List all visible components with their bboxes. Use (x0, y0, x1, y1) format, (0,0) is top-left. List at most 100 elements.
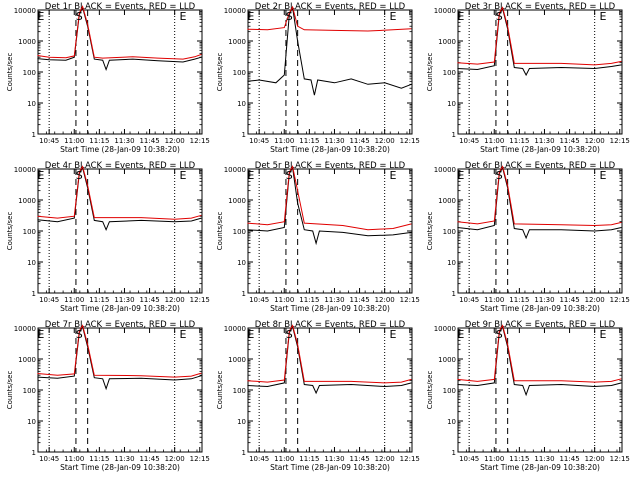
y-axis-label: Counts/sec (216, 371, 224, 410)
series-lld (37, 165, 202, 220)
x-tick-label: 10:45 (249, 137, 269, 145)
detector-panel-8: Det 8r BLACK = Events, RED = LLD 1 10 100 10… (216, 320, 420, 472)
y-axis-label: Counts/sec (216, 212, 224, 251)
y-tick-label: 10000 (224, 325, 246, 333)
x-axis-label: Start Time (28-Jan-09 10:38:20) (480, 145, 600, 154)
x-tick-label: 11:00 (64, 296, 84, 304)
y-tick-label: 1000 (228, 197, 246, 205)
y-tick-label: 1000 (18, 356, 36, 364)
y-tick-label: 1000 (438, 356, 456, 364)
y-tick-label: 100 (233, 228, 246, 236)
panel-title: Det 8r BLACK = Events, RED = LLD (255, 320, 406, 330)
marker-e: E (247, 328, 254, 341)
x-tick-label: 11:15 (89, 455, 109, 463)
plot-frame (247, 327, 413, 453)
y-tick-label: 10000 (14, 325, 36, 333)
x-tick-label: 12:00 (375, 296, 395, 304)
series-lld (457, 6, 622, 66)
x-tick-label: 11:15 (509, 137, 529, 145)
marker-s: S (286, 328, 293, 341)
panel-title: Det 2r BLACK = Events, RED = LLD (255, 2, 406, 12)
y-tick-label: 10000 (224, 166, 246, 174)
x-tick-label: 10:45 (459, 137, 479, 145)
x-tick-label: 12:00 (585, 296, 605, 304)
marker-e: E (600, 10, 607, 23)
x-tick-label: 11:45 (139, 296, 159, 304)
y-tick-label: 1 (242, 290, 246, 298)
marker-e: E (457, 328, 464, 341)
x-tick-label: 12:00 (585, 455, 605, 463)
x-tick-label: 11:00 (274, 455, 294, 463)
x-tick-label: 10:45 (249, 455, 269, 463)
x-axis-label: Start Time (28-Jan-09 10:38:20) (60, 304, 180, 313)
y-tick-label: 100 (233, 69, 246, 77)
x-tick-label: 11:15 (509, 455, 529, 463)
x-tick-label: 11:00 (64, 455, 84, 463)
x-tick-label: 11:00 (274, 137, 294, 145)
plot-frame (457, 9, 623, 135)
y-tick-label: 10 (27, 100, 36, 108)
series-events (247, 166, 412, 246)
marker-s: S (286, 10, 293, 23)
y-tick-label: 10 (237, 259, 246, 267)
x-tick-label: 10:45 (39, 455, 59, 463)
x-tick-label: 12:15 (190, 296, 210, 304)
x-tick-label: 10:45 (249, 296, 269, 304)
series-lld (457, 324, 622, 383)
y-tick-label: 100 (443, 387, 456, 395)
y-tick-label: 100 (443, 228, 456, 236)
y-tick-label: 1 (32, 290, 36, 298)
y-tick-label: 1 (452, 131, 456, 139)
panel-title: Det 1r BLACK = Events, RED = LLD (45, 2, 196, 12)
series-lld (247, 5, 412, 32)
y-tick-label: 10000 (224, 7, 246, 15)
x-axis-label: Start Time (28-Jan-09 10:38:20) (270, 304, 390, 313)
x-tick-label: 11:30 (324, 455, 344, 463)
y-tick-label: 1000 (228, 356, 246, 364)
y-axis-label: Counts/sec (216, 53, 224, 92)
y-tick-label: 10000 (14, 166, 36, 174)
x-tick-label: 11:15 (299, 455, 319, 463)
x-tick-label: 11:30 (324, 137, 344, 145)
x-tick-label: 11:45 (559, 296, 579, 304)
y-axis-label: Counts/sec (6, 212, 14, 251)
marker-e: E (180, 169, 187, 182)
marker-e: E (600, 169, 607, 182)
panel-title: Det 6r BLACK = Events, RED = LLD (465, 161, 616, 171)
x-tick-label: 12:15 (610, 296, 630, 304)
x-tick-label: 11:45 (139, 455, 159, 463)
y-tick-label: 10 (237, 418, 246, 426)
marker-e: E (180, 10, 187, 23)
y-tick-label: 10000 (434, 166, 456, 174)
x-axis-label: Start Time (28-Jan-09 10:38:20) (480, 304, 600, 313)
x-tick-label: 11:45 (349, 296, 369, 304)
y-tick-label: 10 (27, 259, 36, 267)
detector-panel-1: Det 1r BLACK = Events, RED = LLD 1 10 100 10… (6, 2, 210, 154)
x-tick-label: 11:15 (299, 137, 319, 145)
y-tick-label: 10000 (434, 325, 456, 333)
x-tick-label: 11:00 (484, 296, 504, 304)
x-tick-label: 12:15 (190, 137, 210, 145)
plot-frame (247, 168, 413, 294)
x-tick-label: 11:30 (534, 455, 554, 463)
y-tick-label: 10000 (434, 7, 456, 15)
detector-panel-3: Det 3r BLACK = Events, RED = LLD 1 10 100 10… (426, 2, 630, 154)
x-tick-label: 11:30 (114, 296, 134, 304)
y-tick-label: 1000 (18, 38, 36, 46)
y-tick-label: 100 (233, 387, 246, 395)
detector-panel-6: Det 6r BLACK = Events, RED = LLD 1 10 100 10… (426, 161, 630, 313)
x-tick-label: 12:15 (400, 296, 420, 304)
series-events (37, 166, 202, 231)
y-axis-label: Counts/sec (426, 371, 434, 410)
y-tick-label: 1000 (228, 38, 246, 46)
x-tick-label: 12:15 (190, 455, 210, 463)
detector-panel-4: Det 4r BLACK = Events, RED = LLD 1 10 100 10… (6, 161, 210, 313)
x-tick-label: 11:45 (139, 137, 159, 145)
y-tick-label: 1000 (438, 197, 456, 205)
x-tick-label: 12:00 (165, 296, 185, 304)
x-tick-label: 12:00 (165, 455, 185, 463)
y-axis-label: Counts/sec (426, 53, 434, 92)
marker-s: S (496, 10, 503, 23)
marker-s: S (496, 328, 503, 341)
